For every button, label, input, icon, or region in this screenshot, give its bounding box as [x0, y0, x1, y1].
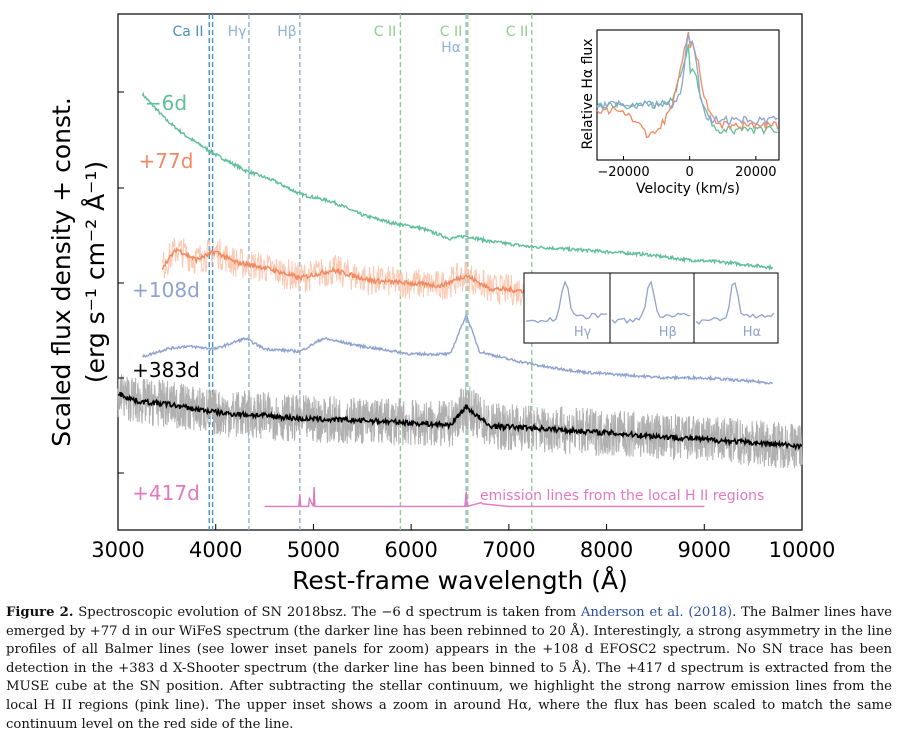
- caption-label: Figure 2.: [6, 605, 74, 620]
- marker-label-3: C II: [374, 24, 396, 40]
- inset-top-line-+108d: [596, 34, 779, 126]
- inset-bottom-panels: Hγ Hβ Hα: [523, 272, 779, 344]
- inset-bottom-line-1: [611, 280, 691, 324]
- inset-top-ylabel: Relative Hα flux: [580, 38, 596, 149]
- spectrum-+383d: [117, 391, 803, 451]
- inset-bottom-label-0: Hγ: [574, 325, 592, 340]
- main-plot-frame: [117, 13, 803, 531]
- inset-top-tick-label-0: 0: [686, 165, 694, 180]
- spectrum-label-−6d: −6d: [145, 91, 187, 115]
- spectrum-labels: −6d +77d +108d +383d +417d: [132, 91, 200, 505]
- spectrum-label-+383d: +383d: [132, 358, 200, 382]
- x-tick-label-4000: 4000: [189, 538, 242, 562]
- caption-text-1: Spectroscopic evolution of SN 2018bsz. T…: [73, 605, 581, 620]
- marker-label-5: Hα: [441, 40, 461, 56]
- x-tick-label-6000: 6000: [384, 538, 437, 562]
- x-tick-label-7000: 7000: [482, 538, 535, 562]
- y-axis-label-line1: Scaled flux density + const.: [47, 97, 76, 447]
- spectra: [117, 91, 803, 508]
- spectrum-+417d: [264, 486, 705, 508]
- x-tick-label-10000: 10000: [769, 538, 836, 562]
- spectrum-383d-raw: [117, 374, 803, 469]
- x-tick-label-8000: 8000: [580, 538, 633, 562]
- caption-text-2: . The Balmer lines have emerged by +77 d…: [6, 605, 892, 732]
- y-ticks: [118, 91, 124, 474]
- spectrum-−6d: [141, 91, 774, 271]
- spectrum-label-+417d: +417d: [132, 481, 200, 505]
- marker-label-4: C II: [440, 24, 462, 40]
- x-tick-label-5000: 5000: [287, 538, 340, 562]
- inset-bottom-label-2: Hα: [743, 325, 761, 340]
- inset-bottom-label-1: Hβ: [659, 325, 677, 340]
- spectrum-+108d: [141, 314, 773, 385]
- inset-top: −20000 0 20000 Relative Hα flux Velocity (…: [580, 29, 780, 197]
- emission-annotation: emission lines from the local H II regio…: [480, 488, 764, 504]
- inset-top-tick-label-20000: 20000: [735, 165, 776, 180]
- inset-top-xlabel: Velocity (km/s): [636, 181, 740, 197]
- x-axis-label: Rest-frame wavelength (Å): [292, 566, 628, 595]
- inset-bottom-panel-2: [693, 272, 779, 344]
- inset-bottom-line-2: [695, 282, 775, 325]
- caption-citation-link[interactable]: Anderson et al. (2018): [580, 605, 733, 620]
- x-tick-label-9000: 9000: [678, 538, 731, 562]
- marker-label-1: Hγ: [228, 24, 247, 40]
- marker-label-6: C II: [506, 24, 528, 40]
- x-ticks: 3000 4000 5000 6000 7000 8000 9000 10000: [91, 524, 835, 562]
- marker-label-2: Hβ: [277, 24, 296, 40]
- marker-label-0: Ca II: [172, 24, 203, 40]
- figure-caption: Figure 2. Spectroscopic evolution of SN …: [6, 604, 892, 734]
- spectrum-label-+77d: +77d: [139, 149, 194, 173]
- inset-top-tick-label-−20000: −20000: [597, 165, 649, 180]
- x-tick-label-3000: 3000: [91, 538, 144, 562]
- inset-bottom-panel-0: [523, 272, 611, 344]
- inset-bottom-line-0: [525, 280, 608, 324]
- inset-top-line-−6d: [596, 44, 778, 136]
- y-axis-label-line2: (erg s⁻¹ cm⁻² Å⁻¹): [81, 161, 110, 383]
- spectrum-label-+108d: +108d: [132, 278, 200, 302]
